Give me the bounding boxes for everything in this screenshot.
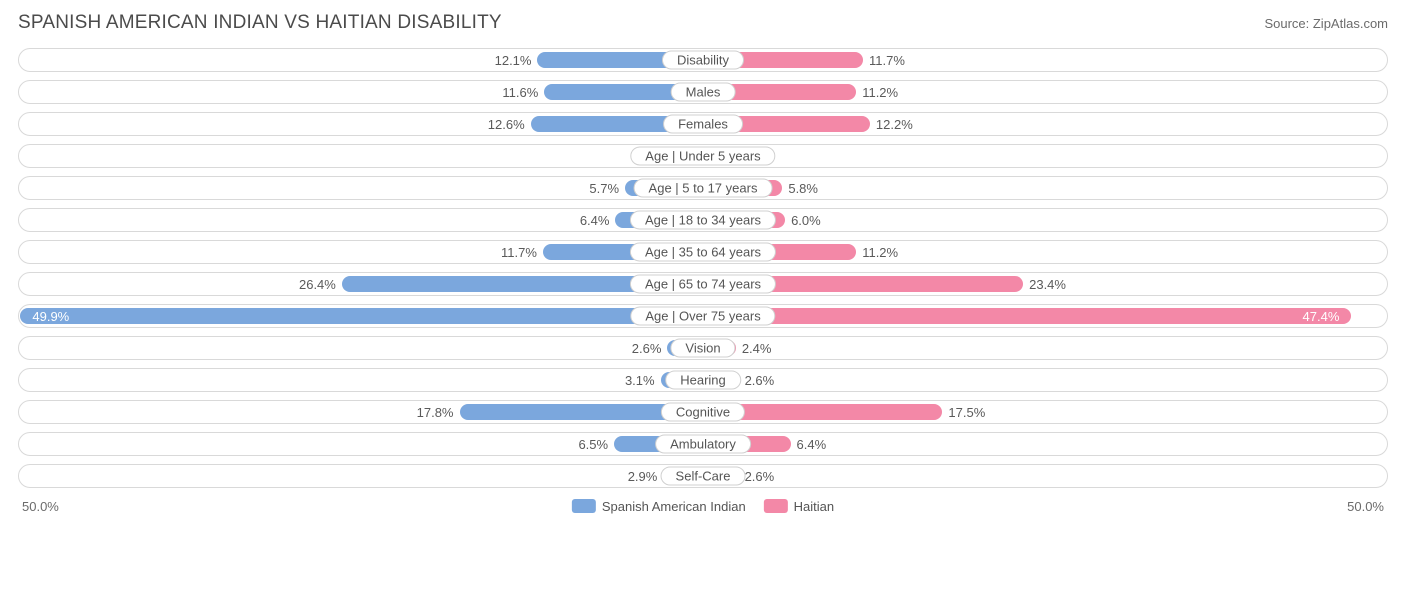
chart-header: SPANISH AMERICAN INDIAN VS HAITIAN DISAB… — [18, 12, 1388, 34]
bar-left-value: 11.6% — [496, 85, 544, 100]
row-category-label: Cognitive — [661, 403, 745, 422]
legend-left: Spanish American Indian — [572, 499, 746, 514]
row-category-label: Males — [671, 83, 736, 102]
row-category-label: Age | Under 5 years — [630, 147, 775, 166]
axis-left-max: 50.0% — [22, 499, 59, 514]
bar-right-value: 12.2% — [870, 117, 919, 132]
bar-left-value: 11.7% — [495, 245, 543, 260]
chart-source: Source: ZipAtlas.com — [1264, 16, 1388, 31]
bar-left-value: 6.5% — [572, 437, 614, 452]
chart-row: 12.6% 12.2% Females — [18, 112, 1388, 136]
chart-row: 12.1% 11.7% Disability — [18, 48, 1388, 72]
bar-left: 49.9% — [20, 308, 703, 324]
bar-right-value: 47.4% — [1297, 309, 1346, 324]
bar-right-value: 6.0% — [785, 213, 827, 228]
chart-row: 5.7% 5.8% Age | 5 to 17 years — [18, 176, 1388, 200]
row-category-label: Self-Care — [661, 467, 746, 486]
legend-right-label: Haitian — [794, 499, 834, 514]
row-category-label: Vision — [670, 339, 735, 358]
bar-right-value: 6.4% — [791, 437, 833, 452]
bar-left-value: 6.4% — [574, 213, 616, 228]
row-category-label: Ambulatory — [655, 435, 751, 454]
row-category-label: Age | Over 75 years — [630, 307, 775, 326]
chart-row: 6.5% 6.4% Ambulatory — [18, 432, 1388, 456]
row-category-label: Hearing — [665, 371, 741, 390]
bar-left-value: 2.9% — [622, 469, 664, 484]
chart-legend: Spanish American Indian Haitian — [572, 499, 834, 514]
row-category-label: Age | 35 to 64 years — [630, 243, 776, 262]
legend-right-swatch — [764, 499, 788, 513]
bar-right-value: 2.4% — [736, 341, 778, 356]
chart-row: 17.8% 17.5% Cognitive — [18, 400, 1388, 424]
diverging-bar-chart: 12.1% 11.7% Disability 11.6% 11.2% Males 12.6%… — [18, 48, 1388, 488]
legend-right: Haitian — [764, 499, 834, 514]
bar-left-value: 26.4% — [293, 277, 342, 292]
chart-row: 3.1% 2.6%Hearing — [18, 368, 1388, 392]
bar-left-value: 5.7% — [583, 181, 625, 196]
row-category-label: Age | 5 to 17 years — [634, 179, 773, 198]
bar-right-value: 17.5% — [942, 405, 991, 420]
bar-left-value: 2.6% — [626, 341, 668, 356]
bar-right: 47.4% — [703, 308, 1351, 324]
chart-row: 2.6% 2.4%Vision — [18, 336, 1388, 360]
bar-right-value: 11.2% — [856, 245, 904, 260]
legend-left-label: Spanish American Indian — [602, 499, 746, 514]
bar-left-value: 3.1% — [619, 373, 661, 388]
chart-title: SPANISH AMERICAN INDIAN VS HAITIAN DISAB… — [18, 12, 502, 34]
row-category-label: Age | 18 to 34 years — [630, 211, 776, 230]
row-category-label: Age | 65 to 74 years — [630, 275, 776, 294]
bar-left-value: 12.1% — [489, 53, 538, 68]
chart-row: 2.9%2.6%Self-Care — [18, 464, 1388, 488]
axis-right-max: 50.0% — [1347, 499, 1384, 514]
legend-left-swatch — [572, 499, 596, 513]
bar-right-value: 23.4% — [1023, 277, 1072, 292]
chart-row: 26.4% 23.4% Age | 65 to 74 years — [18, 272, 1388, 296]
chart-row: 11.7% 11.2% Age | 35 to 64 years — [18, 240, 1388, 264]
chart-row: 6.4% 6.0% Age | 18 to 34 years — [18, 208, 1388, 232]
bar-right-value: 5.8% — [782, 181, 824, 196]
chart-footer: 50.0% Spanish American Indian Haitian 50… — [18, 496, 1388, 516]
chart-row: 49.9% 47.4% Age | Over 75 years — [18, 304, 1388, 328]
bar-left-value: 17.8% — [411, 405, 460, 420]
row-category-label: Disability — [662, 51, 744, 70]
chart-row: 1.3%1.3%Age | Under 5 years — [18, 144, 1388, 168]
chart-row: 11.6% 11.2% Males — [18, 80, 1388, 104]
row-category-label: Females — [663, 115, 743, 134]
bar-left-value: 12.6% — [482, 117, 531, 132]
bar-right-value: 2.6% — [739, 373, 781, 388]
bar-right-value: 11.2% — [856, 85, 904, 100]
bar-left-value: 49.9% — [26, 309, 75, 324]
bar-right-value: 11.7% — [863, 53, 911, 68]
